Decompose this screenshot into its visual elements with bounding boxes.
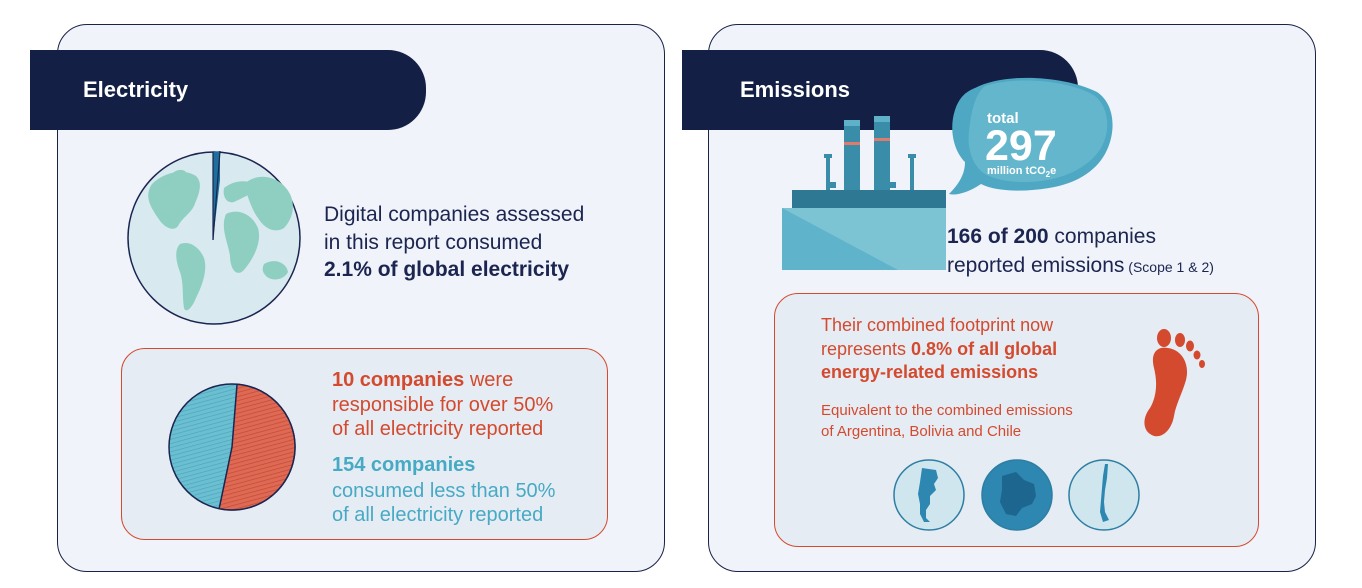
top-companies-line3: of all electricity reported <box>332 418 544 440</box>
reported-line1: 166 of 200 companies <box>947 225 1156 248</box>
electricity-statement-highlight: 2.1% of global electricity <box>324 258 570 281</box>
electricity-statement-line1: Digital companies assessed <box>324 203 585 226</box>
globe-illustration <box>127 150 301 325</box>
companies-split-pie <box>168 383 296 511</box>
electricity-header: Electricity <box>30 50 426 130</box>
footprint-line2: represents 0.8% of all global <box>821 339 1058 359</box>
electricity-title: Electricity <box>83 77 189 102</box>
equivalent-line2: of Argentina, Bolivia and Chile <box>821 423 1022 440</box>
cloud-total-value: 297 <box>985 122 1057 170</box>
pie-slice-top-companies <box>218 383 296 511</box>
rest-companies-line2: consumed less than 50% <box>332 480 556 502</box>
emissions-title: Emissions <box>740 77 851 102</box>
top-companies-line2: responsible for over 50% <box>332 394 554 416</box>
electricity-statement-line2: in this report consumed <box>324 231 543 254</box>
rest-companies-line3: of all electricity reported <box>332 504 544 526</box>
emissions-cloud <box>949 77 1113 195</box>
reported-line2: reported emissions (Scope 1 & 2) <box>947 254 1214 277</box>
bolivia-map-icon <box>981 459 1053 531</box>
rest-companies-line1: 154 companies <box>332 454 476 476</box>
cloud-total-label: total <box>987 110 1019 127</box>
footprint-line3: energy-related emissions <box>821 362 1039 382</box>
footprint-line1: Their combined footprint now <box>821 315 1054 335</box>
top-companies-line1: 10 companies were <box>332 369 514 391</box>
factory-illustration <box>782 116 946 270</box>
argentina-map-icon <box>893 459 965 531</box>
chile-map-icon <box>1068 459 1140 531</box>
footprint-icon <box>1144 329 1205 437</box>
equivalent-line1: Equivalent to the combined emissions <box>821 402 1073 419</box>
cloud-total-unit: million tCO2e <box>987 165 1057 180</box>
